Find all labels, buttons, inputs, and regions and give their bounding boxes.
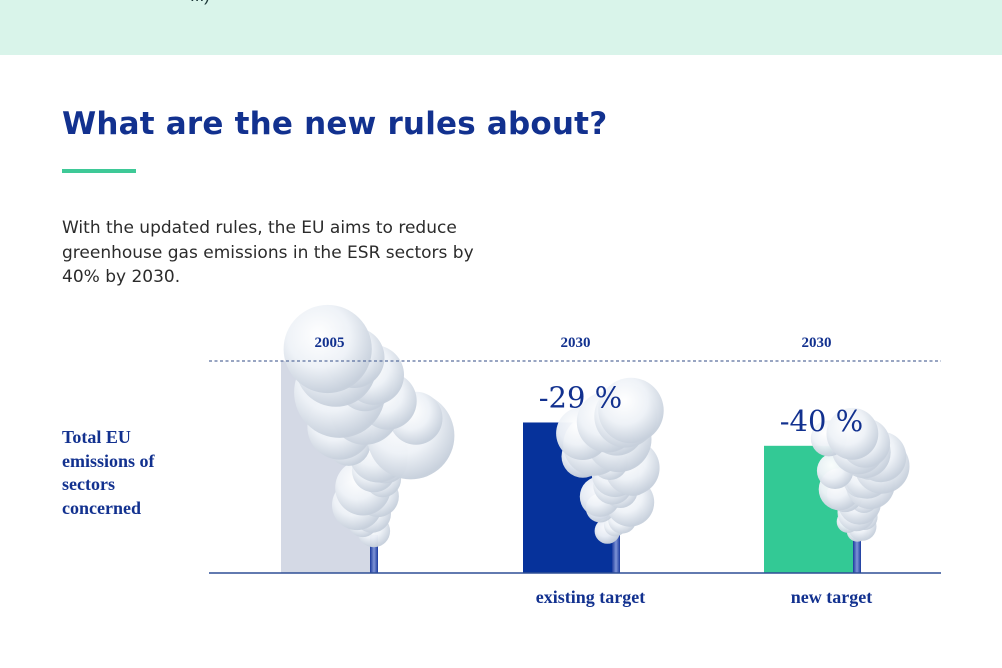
smokestack-icon [370,535,378,573]
y-axis-label: Total EU emissions of sectors concerned [62,427,155,518]
smoke-plume-1 [556,377,664,573]
sublabel-1: existing target [536,587,645,607]
title-underline [62,169,136,173]
category-label-2: 2030 [802,335,832,351]
value-label-1: -29 % [539,380,622,414]
banner-text: ...) [190,0,210,6]
page-title: What are the new rules about? [62,106,608,142]
intro-text: With the updated rules, the EU aims to r… [62,218,474,287]
smoke-plume-2 [810,407,910,573]
smoke-plume-0 [283,304,455,573]
category-label-0: 2005 [315,335,345,351]
value-label-2: -40 % [780,404,863,438]
category-label-1: 2030 [561,335,591,351]
smokestack-icon [853,535,861,573]
top-banner: ...) [0,0,1002,55]
sublabel-2: new target [791,587,872,607]
smokestack-icon [612,535,620,573]
